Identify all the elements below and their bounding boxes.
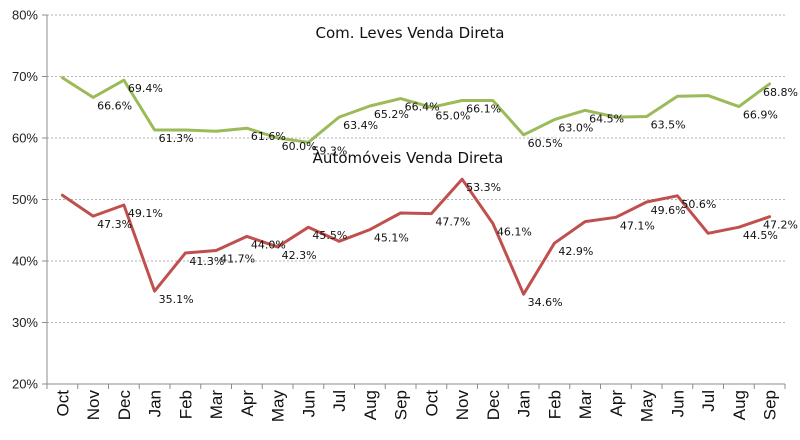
data-label: 47.2% xyxy=(763,219,798,232)
data-label: 45.1% xyxy=(374,232,409,245)
y-tick-label: 40% xyxy=(12,254,38,269)
data-label: 47.1% xyxy=(620,219,655,232)
data-label: 66.1% xyxy=(466,102,501,115)
data-label: 65.2% xyxy=(374,108,409,121)
x-tick-label: Jul xyxy=(699,390,718,412)
data-label: 53.3% xyxy=(466,181,501,194)
data-label: 61.3% xyxy=(159,132,194,145)
y-tick-label: 30% xyxy=(12,315,38,330)
x-tick-label: Jun xyxy=(299,390,318,417)
data-labels: 66.6% 69.4% 61.3% 61.6%60.0%59.3% 63.4%65.2%… xyxy=(97,82,798,309)
x-tick-label: Dec xyxy=(115,390,134,421)
series-lines xyxy=(60,76,772,296)
data-label: 44.5% xyxy=(743,229,778,242)
x-tick-label: Oct xyxy=(53,390,72,417)
data-label: 69.4% xyxy=(128,82,163,95)
data-label: 42.3% xyxy=(282,249,317,262)
x-tick-label: May xyxy=(638,390,657,423)
y-tick-label: 70% xyxy=(12,69,38,84)
data-label: 47.7% xyxy=(435,216,470,229)
x-tick-label: Nov xyxy=(453,390,472,421)
data-label: 35.1% xyxy=(159,293,194,306)
x-tick-label: Aug xyxy=(730,390,749,420)
series-line xyxy=(60,177,772,296)
data-label: 41.7% xyxy=(220,253,255,266)
x-tick-label: Mar xyxy=(207,390,226,420)
y-tick-label: 60% xyxy=(12,131,38,146)
y-tick-label: 20% xyxy=(12,377,38,392)
x-tick-label: Sep xyxy=(392,390,411,420)
data-label: 41.3% xyxy=(189,255,224,268)
x-tick-label: Jul xyxy=(330,390,349,412)
data-label: 61.6% xyxy=(251,130,286,143)
data-label: 49.1% xyxy=(128,207,163,220)
data-label: 63.4% xyxy=(343,119,378,132)
x-tick-label: Apr xyxy=(607,390,626,417)
x-axis-ticks: Oct Nov Dec Jan Feb Mar Apr May Jun Jul Aug Sep Oct N… xyxy=(53,390,779,423)
axes xyxy=(42,14,786,389)
series-title-automoveis: Automóveis Venda Direta xyxy=(313,149,504,167)
data-label: 46.1% xyxy=(497,225,532,238)
x-tick-label: Feb xyxy=(545,390,564,419)
data-label: 44.0% xyxy=(251,238,286,251)
data-label: 65.0% xyxy=(435,109,470,122)
data-label: 60.0% xyxy=(282,140,317,153)
y-axis-ticks: 20% 30% 40% 50% 60% 70% 80% xyxy=(12,8,38,392)
x-tick-label: Jan xyxy=(146,390,165,417)
data-label: 50.6% xyxy=(681,198,716,211)
data-label: 66.6% xyxy=(97,99,132,112)
data-label: 59.3% xyxy=(312,144,347,157)
data-label: 63.0% xyxy=(558,122,593,135)
y-tick-label: 50% xyxy=(12,192,38,207)
data-label: 66.9% xyxy=(743,109,778,122)
data-label: 34.6% xyxy=(528,296,563,309)
grid-lines xyxy=(47,14,785,323)
x-tick-label: Mar xyxy=(576,390,595,420)
series-title-com-leves: Com. Leves Venda Direta xyxy=(316,24,505,42)
x-tick-label: Jun xyxy=(668,390,687,417)
y-tick-label: 80% xyxy=(12,8,38,23)
x-tick-label: Apr xyxy=(238,390,257,417)
x-tick-label: May xyxy=(269,390,288,423)
x-tick-label: Aug xyxy=(361,390,380,420)
x-tick-label: Jan xyxy=(515,390,534,417)
x-tick-label: Feb xyxy=(176,390,195,419)
data-label: 47.3% xyxy=(97,218,132,231)
data-label: 42.9% xyxy=(558,245,593,258)
x-tick-label: Oct xyxy=(422,390,441,417)
data-label: 45.5% xyxy=(312,229,347,242)
data-label: 64.5% xyxy=(589,112,624,125)
x-tick-label: Sep xyxy=(761,390,780,420)
data-label: 68.8% xyxy=(763,86,798,99)
x-tick-label: Nov xyxy=(84,390,103,421)
data-label: 63.5% xyxy=(651,118,686,131)
series-line xyxy=(60,76,772,144)
data-label: 49.6% xyxy=(651,204,686,217)
data-label: 66.4% xyxy=(405,101,440,114)
data-label: 60.5% xyxy=(528,137,563,150)
x-tick-label: Dec xyxy=(484,390,503,421)
